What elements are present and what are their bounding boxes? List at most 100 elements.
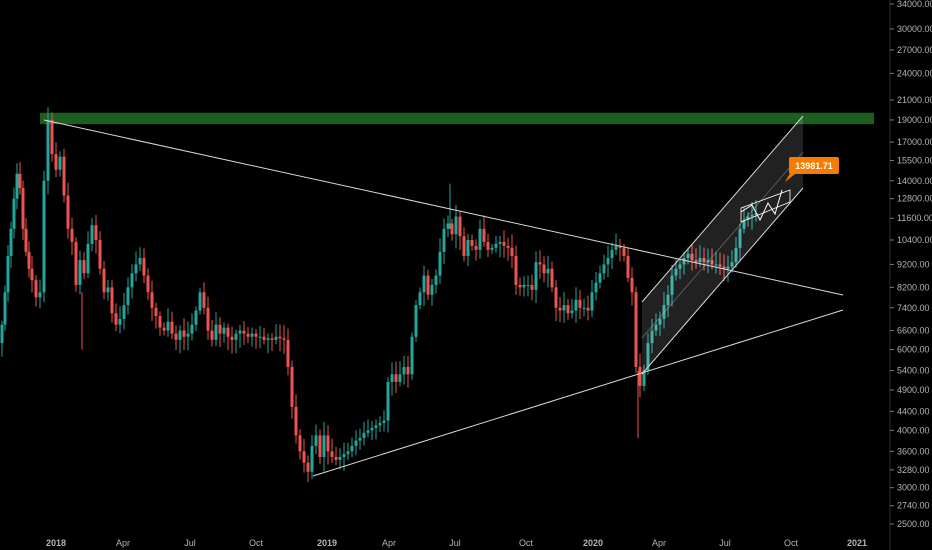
y-tick-label: 11600.00 <box>897 213 932 223</box>
candle-body <box>678 264 682 269</box>
candle-body <box>534 262 538 290</box>
candle-body <box>382 420 386 424</box>
candle-body <box>750 214 754 217</box>
candle-body <box>706 260 710 263</box>
candle-body <box>598 273 602 283</box>
candle-body <box>574 299 578 311</box>
ascending-support-line[interactable] <box>312 309 844 477</box>
x-tick-label: 2018 <box>46 538 66 548</box>
channel-lower-line[interactable] <box>641 187 804 375</box>
candle-body <box>358 437 362 441</box>
channel-upper-line[interactable] <box>641 115 804 303</box>
candle-body <box>194 310 198 325</box>
x-tick-label: 2020 <box>583 538 603 548</box>
candle-body <box>414 305 418 337</box>
candle-body <box>566 305 570 314</box>
y-tick-label: 3600.00 <box>897 446 930 456</box>
x-tick-label: Jul <box>449 538 461 548</box>
candle-body <box>102 268 106 293</box>
y-tick-label: 7400.00 <box>897 303 930 313</box>
candle-body <box>602 264 606 274</box>
candle-body <box>474 245 478 250</box>
candle-body <box>754 213 758 215</box>
candle-body <box>570 310 574 314</box>
price-tag-box[interactable] <box>789 157 839 174</box>
candle-body <box>15 173 19 199</box>
candle-body <box>526 284 530 286</box>
y-tick-label: 6600.00 <box>897 326 930 336</box>
projection-wedge[interactable] <box>740 189 791 223</box>
candle-body <box>486 241 490 250</box>
candle-body <box>734 247 738 263</box>
candle-body <box>118 318 122 325</box>
candle-body <box>494 243 498 248</box>
candle-body <box>130 273 134 288</box>
candle-body <box>618 245 622 248</box>
resistance-zone[interactable] <box>40 112 874 125</box>
candle-body <box>398 374 402 382</box>
candle-body <box>502 241 506 246</box>
candle-body <box>202 292 206 308</box>
candle-body <box>106 287 110 293</box>
candle-body <box>582 307 586 309</box>
candle-body <box>550 268 554 288</box>
candle-body <box>306 462 310 472</box>
y-tick-label: 34000.00 <box>897 0 932 9</box>
candle-body <box>674 268 678 276</box>
descending-trendline[interactable] <box>43 119 844 296</box>
candle-body <box>178 330 182 340</box>
candle-body <box>318 435 322 457</box>
candle-body <box>206 307 210 331</box>
candle-body <box>642 370 646 386</box>
y-tick-label: 12800.00 <box>897 194 932 204</box>
candle-body <box>250 333 254 337</box>
candle-body <box>426 275 430 295</box>
candle-body <box>66 195 70 229</box>
y-tick-label: 21000.00 <box>897 95 932 105</box>
candle-body <box>714 264 718 266</box>
candle-body <box>450 223 454 235</box>
candle-body <box>34 280 38 298</box>
y-tick-label: 19000.00 <box>897 115 932 125</box>
candle-body <box>410 336 414 375</box>
projection-path[interactable] <box>740 189 783 222</box>
candle-body <box>146 275 150 293</box>
candle-body <box>6 255 10 293</box>
candle-body <box>27 251 31 269</box>
candle-body <box>21 188 25 229</box>
candle-body <box>730 262 734 267</box>
candle-body <box>434 275 438 285</box>
y-tick-label: 9200.00 <box>897 259 930 269</box>
candle-body <box>738 228 742 248</box>
candle-body <box>666 294 670 306</box>
candle-body <box>350 445 354 452</box>
candle-body <box>726 266 730 269</box>
x-tick-label: Jul <box>719 538 731 548</box>
candle-body <box>3 292 7 325</box>
candle-body <box>610 249 614 259</box>
x-tick-label: Oct <box>519 538 534 548</box>
candle-body <box>646 343 650 371</box>
candle-body <box>694 260 698 263</box>
candle-body <box>638 366 642 386</box>
candle-body <box>454 216 458 235</box>
candle-body <box>138 258 142 265</box>
candle-body <box>230 336 234 340</box>
x-tick-label: Apr <box>652 538 666 548</box>
channel-mid-line[interactable] <box>641 151 804 339</box>
candle-body <box>590 292 594 311</box>
candle-body <box>458 216 462 237</box>
candle-body <box>150 292 154 308</box>
candle-body <box>234 333 238 340</box>
candle-body <box>658 318 662 325</box>
candle-body <box>522 284 526 288</box>
candle-body <box>378 423 382 426</box>
parallel-channel-fill[interactable] <box>642 116 803 374</box>
candle-body <box>686 253 690 259</box>
candle-body <box>38 292 42 298</box>
y-tick-label: 27000.00 <box>897 45 932 55</box>
y-tick-label: 8200.00 <box>897 282 930 292</box>
candle-body <box>70 228 74 242</box>
candle-body <box>402 366 406 375</box>
